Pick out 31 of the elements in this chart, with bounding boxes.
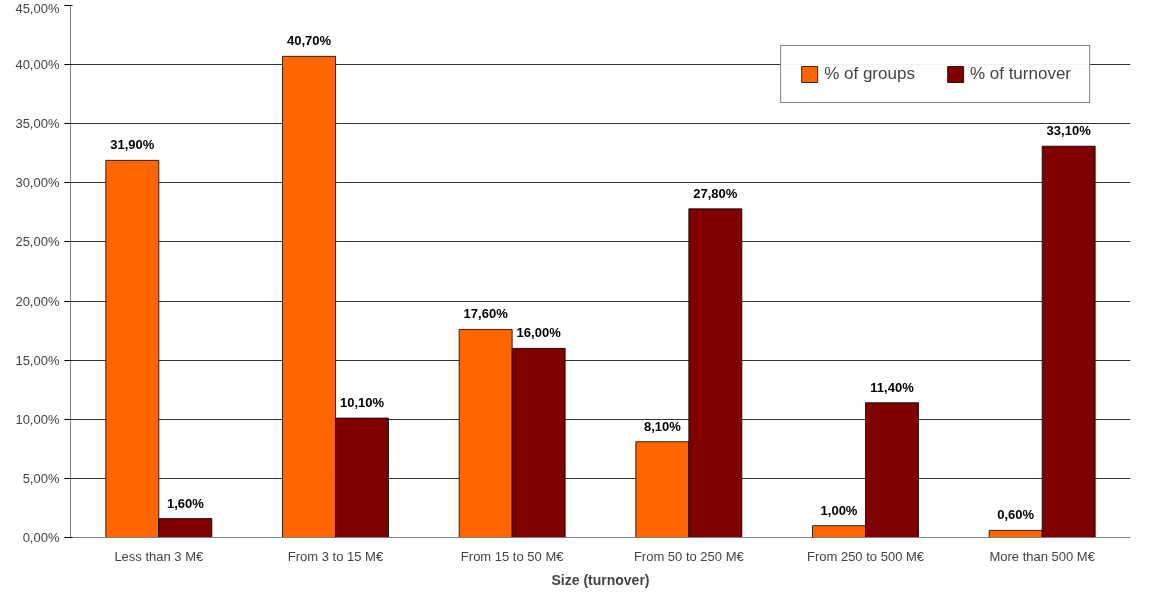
- y-tick-label: 30,00%: [15, 175, 60, 191]
- y-tick-label: 0,00%: [22, 530, 60, 545]
- data-label: 33,10%: [1046, 123, 1092, 139]
- y-tick-label: 10,00%: [15, 411, 60, 427]
- data-label: 10,10%: [339, 395, 385, 411]
- data-label: 1,60%: [166, 495, 205, 511]
- y-tick-label: 5,00%: [22, 470, 60, 486]
- data-label: 0,60%: [997, 507, 1035, 523]
- y-tick-label: 25,00%: [15, 234, 60, 250]
- x-tick-label: More than 500 M€: [989, 548, 1096, 564]
- x-tick-label: From 50 to 250 M€: [633, 548, 745, 564]
- x-tick-label: From 250 to 500 M€: [806, 548, 925, 564]
- data-label: 1,00%: [820, 502, 858, 518]
- y-tick-label: 45,00%: [15, 0, 60, 16]
- data-label: 17,60%: [463, 306, 509, 322]
- data-label: 27,80%: [693, 185, 738, 201]
- x-tick-label: Less than 3 M€: [114, 548, 205, 564]
- legend-label: % of groups: [824, 64, 915, 84]
- data-label: 16,00%: [516, 325, 562, 341]
- data-label: 31,90%: [110, 137, 155, 153]
- x-axis-title: Size (turnover): [551, 571, 650, 588]
- x-tick-label: From 15 to 50 M€: [460, 548, 565, 564]
- legend-label: % of turnover: [969, 64, 1071, 84]
- y-tick-label: 20,00%: [15, 293, 60, 309]
- y-tick-label: 40,00%: [15, 57, 60, 73]
- y-tick-label: 15,00%: [15, 352, 60, 368]
- data-label: 40,70%: [286, 33, 332, 49]
- data-label: 8,10%: [643, 418, 682, 434]
- data-label: 11,40%: [870, 379, 915, 395]
- x-tick-label: From 3 to 15 M€: [287, 548, 384, 564]
- y-tick-label: 35,00%: [15, 116, 60, 132]
